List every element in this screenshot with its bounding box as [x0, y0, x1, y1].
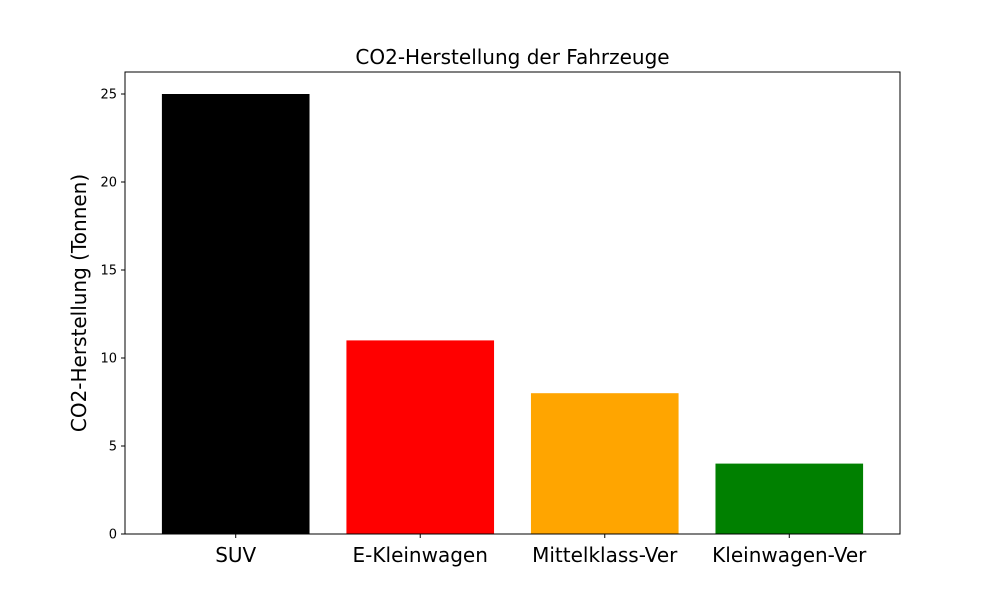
y-axis-ticks: 0 5 10 15 20 25: [100, 88, 125, 543]
y-tick-label: 5: [109, 440, 117, 455]
x-axis-ticks: SUV E-Kleinwagen Mittelklass-Ver Kleinwagen…: [215, 534, 867, 567]
y-tick-label: 25: [100, 88, 117, 103]
y-tick-label: 15: [100, 264, 117, 279]
y-tick-label: 10: [100, 352, 117, 367]
bar-mittelklass-ver: [530, 393, 679, 534]
bars: [161, 94, 864, 534]
x-tick-label: E-Kleinwagen: [353, 543, 488, 567]
bar-kleinwagen-ver: [715, 463, 864, 534]
y-tick-label: 0: [109, 528, 117, 543]
bar-e-kleinwagen: [346, 340, 495, 534]
y-axis-label: CO2-Herstellung (Tonnen): [67, 174, 91, 432]
x-tick-label: SUV: [215, 543, 256, 567]
x-tick-label: Kleinwagen-Ver: [712, 543, 867, 567]
bar-suv: [161, 94, 310, 534]
chart-title: CO2-Herstellung der Fahrzeuge: [355, 45, 669, 69]
y-tick-label: 20: [100, 176, 117, 191]
x-tick-label: Mittelklass-Ver: [532, 543, 678, 567]
plot-frame: [124, 71, 901, 535]
